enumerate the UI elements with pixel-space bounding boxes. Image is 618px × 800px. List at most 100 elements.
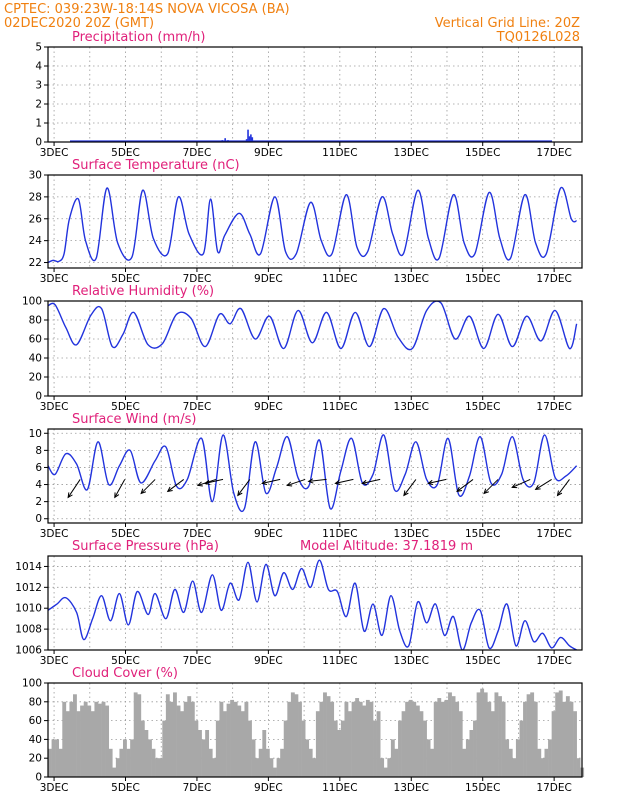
wind-arrow-head: [534, 484, 541, 491]
cloud-bar: [487, 701, 492, 777]
x-tick-label: 13DEC: [394, 655, 429, 667]
wind-arrow-head: [237, 490, 243, 497]
cloud-bar: [94, 701, 99, 777]
y-tick-label: 10: [29, 428, 42, 440]
cloud-bar: [115, 758, 120, 777]
cloud-bar: [251, 739, 256, 777]
cloud-bar: [530, 692, 535, 777]
cloud-bar: [473, 720, 477, 777]
cloud-bar: [194, 720, 199, 777]
x-tick-label: 13DEC: [394, 401, 429, 413]
cloud-bar: [526, 694, 531, 777]
cloud-bar: [119, 748, 124, 777]
cloud-bar: [208, 748, 213, 777]
cloud-bar: [255, 758, 260, 777]
cloud-bar: [565, 696, 570, 777]
cloud-bar: [305, 739, 310, 777]
wind-arrow-head: [261, 479, 268, 486]
y-tick-label: 60: [29, 334, 42, 346]
wind-arrow-head: [361, 479, 368, 486]
cloud-bar: [258, 748, 263, 777]
panel-subtitle: Model Altitude: 37.1819 m: [300, 539, 473, 554]
x-tick-label: 7DEC: [183, 273, 212, 285]
y-tick-label: 1010: [15, 603, 42, 615]
wind-arrow-head: [67, 492, 73, 499]
cloud-bar: [398, 720, 402, 777]
cloud-bar: [201, 739, 206, 777]
cloud-bar: [101, 701, 106, 777]
x-tick-label: 3DEC: [40, 528, 69, 540]
wind-arrow: [287, 478, 306, 486]
cloud-bar: [369, 701, 374, 777]
x-tick-label: 17DEC: [536, 782, 571, 794]
temp-series-line: [48, 186, 577, 264]
cloud-bar: [280, 748, 285, 777]
wind-arrow: [456, 479, 474, 492]
wind-arrow-head: [483, 488, 489, 495]
x-tick-label: 3DEC: [40, 655, 69, 667]
y-tick-label: 20: [29, 372, 42, 384]
x-tick-label: 5DEC: [111, 401, 140, 413]
wind-arrow-head: [196, 481, 203, 487]
cloud-bar: [437, 698, 442, 777]
cloud-bar: [308, 748, 313, 777]
x-tick-label: 11DEC: [322, 655, 357, 667]
cloud-bar: [165, 694, 170, 777]
x-tick-label: 11DEC: [322, 528, 357, 540]
cloud-bar: [337, 730, 342, 777]
cloud-bar: [469, 730, 474, 777]
y-tick-label: 4: [35, 479, 42, 491]
y-tick-label: 8: [35, 445, 42, 457]
cloud-bar: [230, 699, 235, 777]
cloud-bar: [87, 705, 92, 777]
precip-bar: [221, 140, 224, 142]
cloud-bar: [376, 711, 381, 777]
wind-arrow-head: [203, 479, 211, 486]
panel-frame: [47, 555, 583, 651]
cloud-bar: [540, 758, 545, 777]
cloud-bar: [465, 739, 470, 777]
cloud-bar: [423, 720, 427, 777]
x-tick-label: 9DEC: [254, 782, 283, 794]
cloud-bar: [383, 767, 388, 777]
cloud-bar: [276, 758, 281, 777]
cloud-bar: [440, 701, 445, 777]
precip-bar: [250, 134, 252, 142]
y-tick-label: 1: [35, 118, 42, 130]
rh-series-line: [48, 301, 578, 351]
cloud-bar: [187, 696, 192, 777]
wind-arrow: [140, 479, 156, 494]
cloud-bar: [355, 698, 360, 777]
cloud-bar: [69, 701, 74, 777]
cloud-bar: [333, 720, 338, 777]
cloud-bar: [158, 758, 163, 777]
cloud-bar: [151, 748, 156, 777]
x-tick-label: 17DEC: [536, 273, 571, 285]
x-tick-label: 5DEC: [111, 782, 140, 794]
cloud-bar: [533, 701, 538, 777]
cloud-bar: [73, 694, 77, 777]
cloud-bar: [55, 739, 60, 777]
cloud-bar: [390, 739, 395, 777]
cloud-bar: [283, 720, 288, 777]
cloud-bar: [433, 701, 438, 777]
cloud-bar: [505, 739, 510, 777]
cloud-bar: [315, 711, 320, 777]
cloud-bar: [180, 711, 185, 777]
cloud-bar: [340, 720, 345, 777]
cloud-bar: [362, 705, 367, 777]
wind-arrow: [237, 479, 251, 496]
cloud-bar: [130, 739, 135, 777]
cloud-bar: [273, 767, 277, 777]
wind-arrow: [308, 478, 327, 482]
y-tick-label: 100: [22, 296, 42, 308]
y-tick-label: 0: [35, 772, 42, 784]
wind-arrow: [512, 478, 531, 488]
x-tick-label: 9DEC: [254, 273, 283, 285]
wind-arrow: [204, 478, 224, 484]
x-tick-label: 7DEC: [183, 655, 212, 667]
x-tick-label: 17DEC: [536, 401, 571, 413]
x-tick-label: 17DEC: [536, 147, 571, 159]
wind-arrow: [557, 479, 570, 496]
y-tick-label: 3: [35, 80, 42, 92]
